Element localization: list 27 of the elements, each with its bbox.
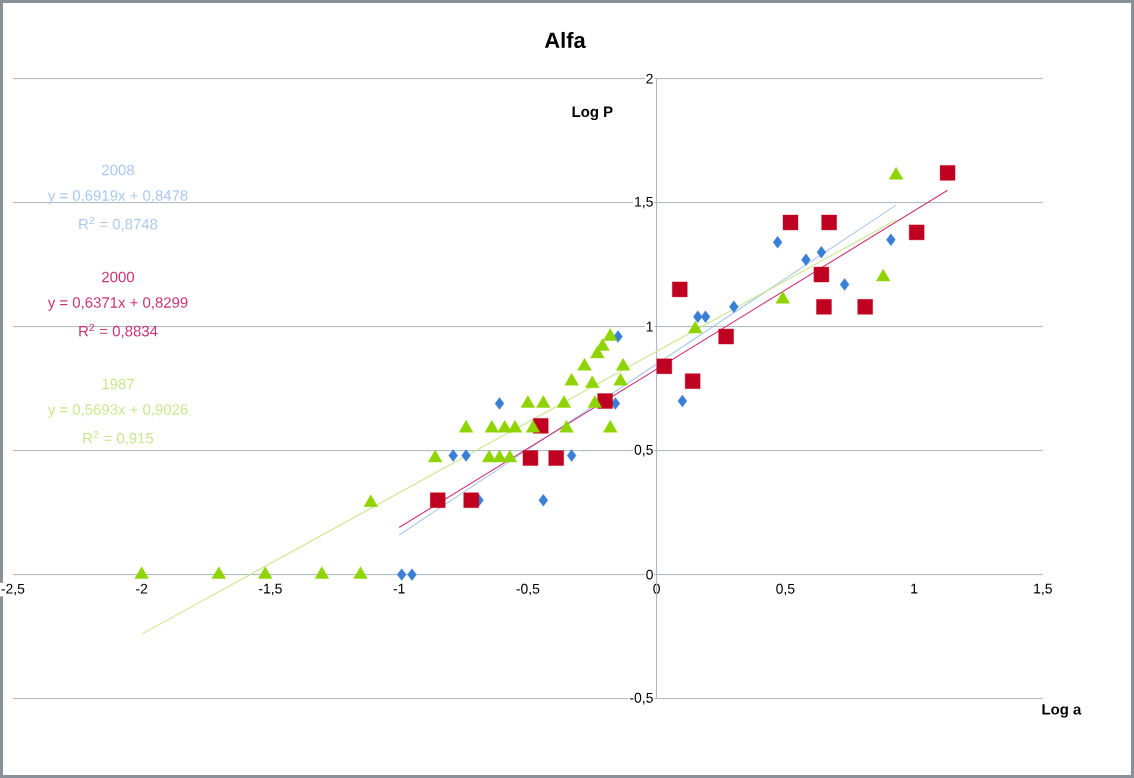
y-tick-label: 2 [646,73,653,84]
x-tick-label: -1 [393,583,405,594]
annotation: y = 0,6371x + 0,8299 [47,297,188,311]
y-tick-label: -0,5 [630,692,653,705]
x-tick-label: -2,5 [1,583,25,596]
y-tick-label: 0,5 [634,444,653,457]
x-tick-label: -2 [136,583,148,594]
x-axis-title: Log a [1042,704,1082,718]
y-tick-label: 1,5 [635,196,653,209]
annotation: R$^{2}$ = 0,8834 [79,323,158,339]
annotation: 2008 [102,164,134,176]
x-tick-label: 1 [911,583,918,594]
annotation: R$^{2}$ = 0,915 [83,430,154,446]
annotation: 2000 [102,271,135,283]
annotation: 1987 [102,378,134,390]
y-tick-label: 1 [646,321,653,332]
annotation: y = 0,6919x + 0,8478 [47,190,188,204]
annotation: R$^{2}$ = 0,8748 [79,216,158,232]
y-axis-title: Log P [572,106,613,121]
annotation: y = 0,5693x + 0,9026 [47,404,188,418]
x-tick-label: 0 [653,583,660,594]
x-tick-label: -1,5 [258,583,282,596]
y-tick-label: 0 [646,569,653,580]
x-tick-label: -0,5 [516,583,540,596]
x-tick-label: 0,5 [776,583,795,596]
x-tick-label: 1,5 [1034,583,1052,596]
chart-title: Alfa [544,31,586,49]
